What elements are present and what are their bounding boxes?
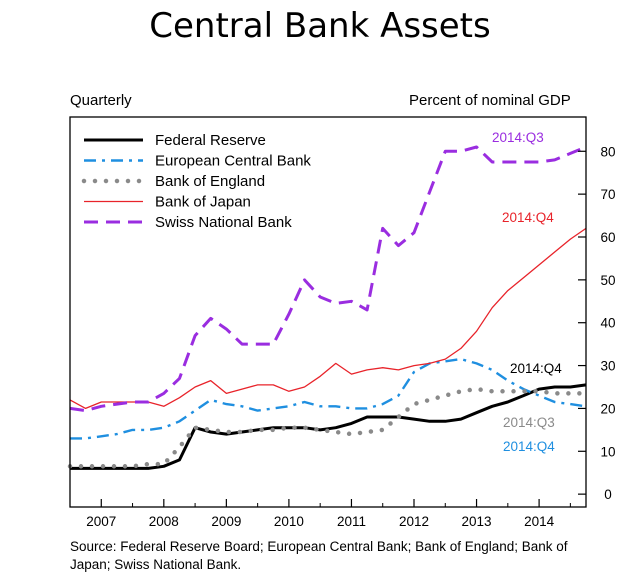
y-axis: 0 10 20 30 40 50 60 70 80 — [578, 144, 616, 502]
series-layer — [67, 145, 589, 470]
series-line-bank-of-japan — [69, 227, 587, 410]
series-line-swiss-national-bank — [69, 145, 587, 413]
legend-label-swiss-national-bank: Swiss National Bank — [155, 214, 292, 231]
legend-label-bank-of-japan: Bank of Japan — [155, 194, 251, 211]
x-tick-label: 2008 — [149, 514, 179, 529]
series-line-european-central-bank — [70, 357, 587, 440]
x-tick-label: 2010 — [274, 514, 304, 529]
annotations: 2014:Q3 2014:Q4 2014:Q4 2014:Q3 2014:Q4 — [492, 130, 562, 454]
x-tick-label: 2009 — [211, 514, 241, 529]
annotation-swiss-national-bank: 2014:Q3 — [492, 130, 544, 145]
series-line-bank-of-england — [67, 386, 589, 469]
legend-label-federal-reserve: Federal Reserve — [155, 132, 266, 149]
x-axis: 2007 2008 2009 2010 2011 2012 2013 2014 — [86, 499, 571, 529]
x-tick-label: 2014 — [524, 514, 555, 529]
y-tick-label: 0 — [604, 487, 612, 502]
y-tick-label: 40 — [600, 316, 615, 331]
frequency-label: Quarterly — [70, 92, 132, 109]
legend-label-european-central-bank: European Central Bank — [155, 153, 311, 170]
annotation-federal-reserve: 2014:Q4 — [510, 361, 562, 376]
legend-label-bank-of-england: Bank of England — [155, 173, 265, 190]
annotation-bank-of-england: 2014:Q3 — [503, 415, 555, 430]
annotation-bank-of-japan: 2014:Q4 — [502, 210, 554, 225]
source-note: Source: Federal Reserve Board; European … — [70, 539, 568, 572]
x-tick-label: 2011 — [337, 514, 366, 529]
y-tick-label: 30 — [600, 359, 615, 374]
y-tick-label: 10 — [600, 444, 615, 459]
plot-frame — [69, 116, 587, 508]
x-tick-label: 2013 — [462, 514, 492, 529]
y-tick-label: 60 — [600, 230, 615, 245]
legend: Federal Reserve European Central Bank Bank… — [81, 132, 311, 231]
y-tick-label: 20 — [600, 401, 615, 416]
chart-title: Central Bank Assets — [149, 6, 491, 46]
unit-label: Percent of nominal GDP — [409, 92, 571, 109]
annotation-european-central-bank: 2014:Q4 — [503, 439, 555, 454]
y-tick-label: 70 — [600, 187, 615, 202]
x-tick-label: 2007 — [86, 514, 116, 529]
y-tick-label: 50 — [600, 273, 615, 288]
x-tick-label: 2012 — [399, 514, 429, 529]
y-tick-label: 80 — [600, 144, 615, 159]
